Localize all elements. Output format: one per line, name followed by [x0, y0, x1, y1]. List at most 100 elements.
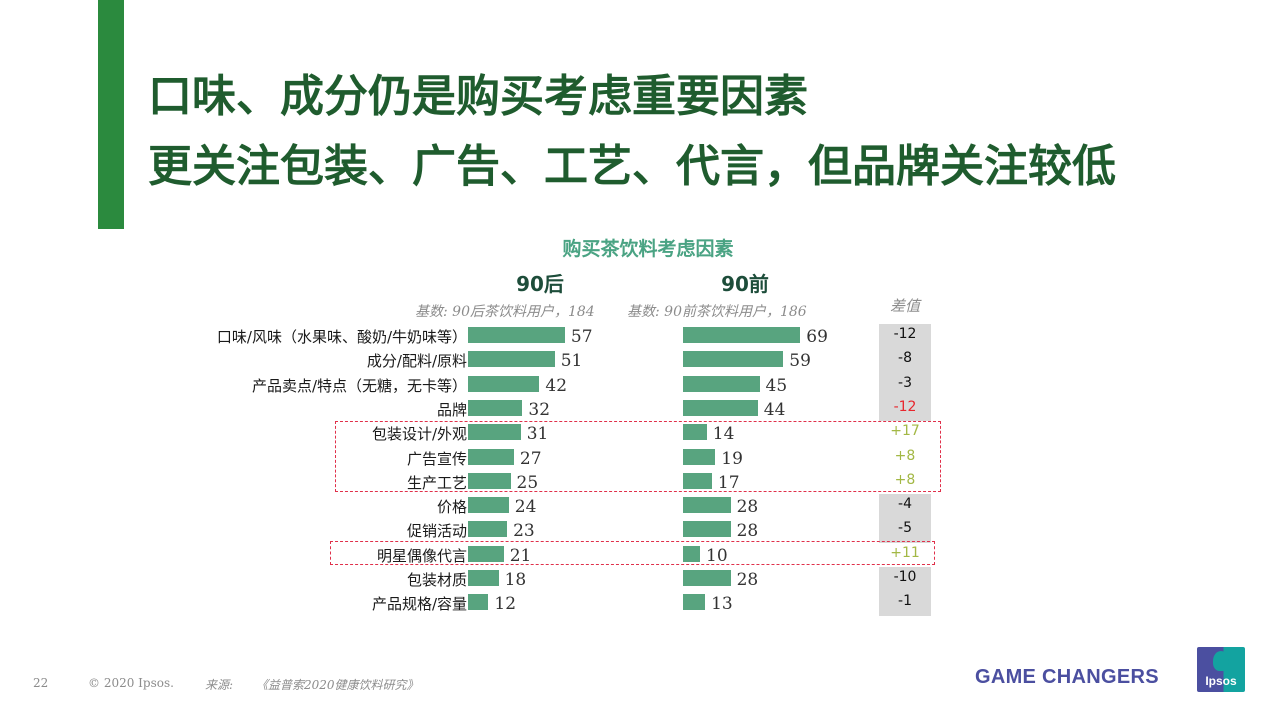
- chart-row: 包装材质 18 28 -10: [0, 567, 1280, 591]
- chart-row: 产品规格/容量 12 13 -1: [0, 591, 1280, 615]
- value-90qian: 44: [763, 399, 786, 420]
- bar-90qian: [683, 472, 712, 489]
- bar-90hou: [468, 472, 511, 489]
- category-label: 产品规格/容量: [371, 595, 467, 614]
- bar-90qian: [683, 497, 731, 514]
- chart-row: 促销活动 23 28 -5: [0, 518, 1280, 542]
- highlight-box-packaging-ad-process: [335, 421, 941, 492]
- category-label: 促销活动: [406, 522, 467, 541]
- bar-90hou: [468, 399, 523, 416]
- chart-title: 购买茶饮料考虑因素: [0, 234, 1280, 261]
- chart-row: 明星偶像代言 21 10 +11: [0, 543, 1280, 567]
- bar-90qian: [683, 399, 758, 416]
- value-90hou: 24: [514, 497, 537, 518]
- brand-tagline: GAME CHANGERS: [975, 666, 1159, 688]
- diff-value: -10: [893, 569, 917, 585]
- value-90hou: 51: [560, 351, 583, 372]
- category-label: 价格: [436, 498, 467, 517]
- diff-value: -1: [898, 593, 912, 610]
- diff-value: +17: [890, 423, 920, 440]
- diff-value: -12: [893, 326, 917, 342]
- bar-90hou: [468, 327, 565, 343]
- base-note-90qian: 基数: 90前茶饮料用户，186: [627, 304, 807, 320]
- diff-value: -4: [898, 496, 912, 513]
- value-90qian: 10: [706, 545, 728, 566]
- series-header-90qian: 90前: [721, 272, 769, 296]
- value-90qian: 28: [736, 497, 759, 518]
- chart-row: 产品卖点/特点（无糖，无卡等） 42 45 -3: [0, 373, 1280, 397]
- value-90hou: 23: [513, 521, 535, 542]
- diff-value: +8: [894, 471, 916, 488]
- value-90qian: 69: [806, 327, 828, 347]
- chart-row: 广告宣传 27 19 +8: [0, 446, 1280, 470]
- value-90hou: 32: [528, 399, 551, 420]
- category-label: 明星偶像代言: [376, 546, 467, 565]
- bar-90qian: [683, 594, 706, 611]
- bar-90hou: [468, 521, 508, 538]
- value-90hou: 12: [494, 594, 517, 615]
- bar-90hou: [468, 594, 489, 611]
- value-90qian: 14: [712, 424, 735, 445]
- value-90hou: 21: [509, 545, 532, 566]
- value-90hou: 27: [519, 448, 542, 469]
- source-text: 《益普索2020健康饮料研究》: [256, 678, 419, 692]
- category-label: 包装设计/外观: [371, 425, 467, 444]
- value-90hou: 25: [516, 472, 539, 493]
- value-90qian: 45: [765, 375, 788, 396]
- bar-90qian: [683, 545, 700, 562]
- copyright: © 2020 Ipsos.: [88, 676, 174, 690]
- category-label: 品牌: [436, 400, 467, 419]
- bar-90qian: [683, 351, 784, 368]
- chart-row: 品牌 32 44 -12: [0, 397, 1280, 421]
- accent-bar: [98, 0, 124, 229]
- highlight-box-celebrity: [330, 541, 935, 565]
- series-header-90hou: 90后: [516, 272, 564, 296]
- value-90qian: 13: [711, 594, 733, 615]
- category-label: 成分/配料/原料: [366, 352, 467, 371]
- slide-title-line1: 口味、成分仍是购买考虑重要因素: [148, 71, 808, 122]
- diff-column-bg: [879, 567, 931, 616]
- chart-row: 成分/配料/原料 51 59 -8: [0, 348, 1280, 372]
- category-label: 广告宣传: [406, 449, 467, 468]
- ipsos-logo: Ipsos: [1197, 647, 1245, 692]
- value-90qian: 19: [721, 448, 743, 469]
- logo-text: Ipsos: [1205, 674, 1237, 688]
- value-90qian: 17: [717, 472, 740, 493]
- value-90qian: 28: [736, 521, 759, 542]
- logo-head-icon: [1213, 651, 1229, 671]
- bar-90qian: [683, 375, 760, 392]
- source-label: 来源:: [205, 678, 234, 692]
- diff-value: +11: [890, 544, 920, 561]
- diff-header: 差值: [889, 297, 920, 315]
- slide-title-line2: 更关注包装、广告、工艺、代言，但品牌关注较低: [148, 141, 1116, 192]
- diff-value: -12: [893, 398, 917, 415]
- bar-90qian: [683, 521, 731, 538]
- bar-90hou: [468, 448, 514, 465]
- value-90hou: 57: [570, 327, 593, 347]
- diff-column-bg: [879, 494, 931, 543]
- value-90hou: 18: [504, 570, 527, 590]
- value-90qian: 28: [736, 570, 759, 590]
- diff-value: -8: [898, 350, 912, 367]
- chart-row: 口味/风味（水果味、酸奶/牛奶味等） 57 69 -12: [0, 324, 1280, 348]
- diff-column-bg: [879, 324, 931, 422]
- value-90hou: 42: [545, 375, 568, 396]
- chart-title-text: 购买茶饮料考虑因素: [562, 238, 734, 260]
- category-label: 生产工艺: [406, 473, 467, 492]
- bar-90qian: [683, 570, 731, 586]
- chart-row: 包装设计/外观 31 14 +17: [0, 421, 1280, 445]
- bar-90qian: [683, 448, 716, 465]
- category-label: 包装材质: [406, 571, 467, 589]
- diff-value: +8: [894, 447, 916, 464]
- bar-90hou: [468, 497, 509, 514]
- base-note-90hou: 基数: 90后茶饮料用户，184: [415, 304, 595, 320]
- bar-90hou: [468, 570, 499, 586]
- value-90hou: 31: [526, 424, 549, 445]
- page-number: 22: [33, 676, 49, 690]
- diff-value: -3: [898, 374, 912, 391]
- category-label: 产品卖点/特点（无糖，无卡等）: [251, 376, 467, 395]
- bar-90hou: [468, 351, 555, 368]
- bar-90hou: [468, 375, 540, 392]
- chart-row: 价格 24 28 -4: [0, 494, 1280, 518]
- bar-90qian: [683, 327, 801, 343]
